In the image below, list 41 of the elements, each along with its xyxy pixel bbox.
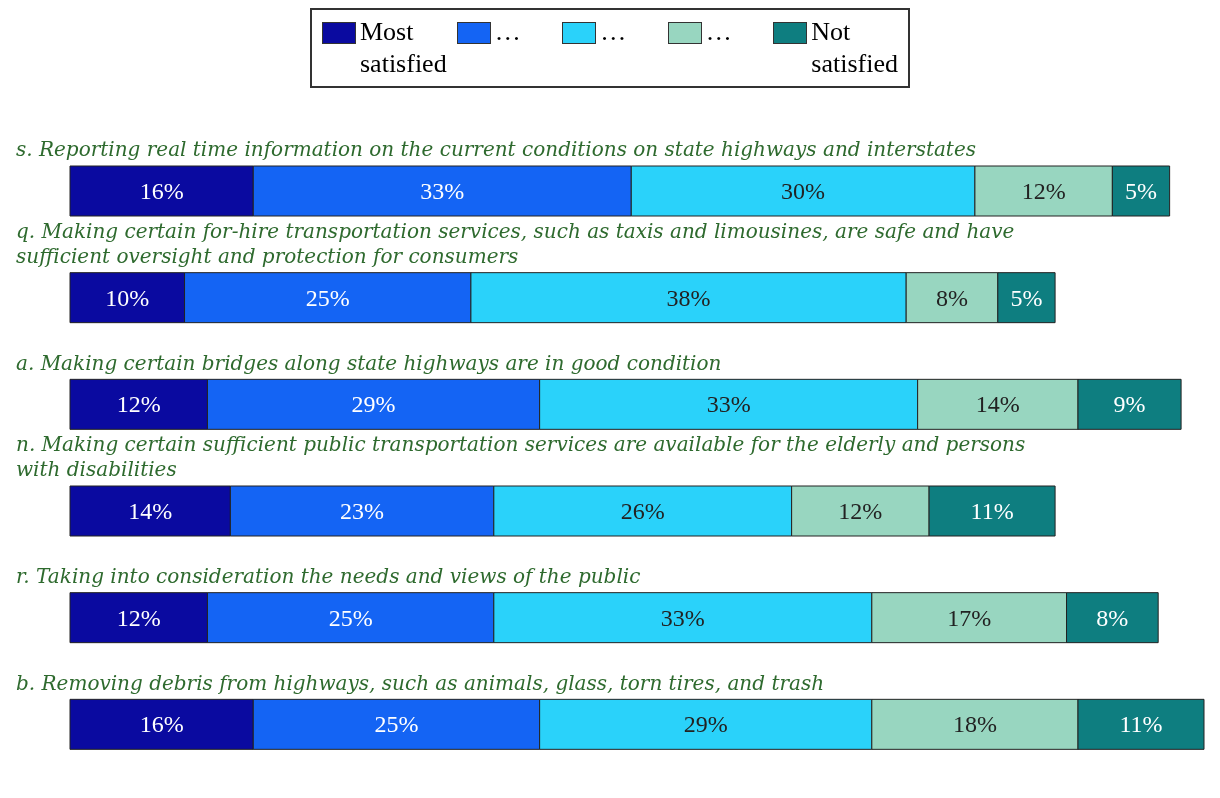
data-label: 11% [1119,711,1163,738]
legend-label: … [705,16,732,48]
y-tick-label: n. Making certain sufficient public transportation services are available for the elderly and persons with disabilities [16,432,1026,482]
data-label: 16% [139,178,184,204]
y-tick-label: s. Reporting real time information on the current conditions on state highways and interstates [16,137,976,162]
data-label: 11% [970,498,1014,524]
data-label: 17% [947,604,992,631]
data-label: 25% [328,604,373,631]
data-label: 5% [1125,178,1157,204]
data-label: 26% [620,498,665,524]
y-tick-label: b. Removing debris from highways, such as animals, glass, torn tires, and trash [16,670,825,695]
data-label: 30% [781,178,826,204]
data-label: 9% [1113,391,1146,418]
data-label: 14% [128,498,173,524]
legend-label: … [494,16,521,48]
data-label: 14% [975,391,1020,418]
data-label: 12% [116,391,161,418]
data-label: 8% [1096,604,1129,631]
data-label: 38% [666,284,711,311]
y-tick-label: r. Taking into consideration the needs and views of the public [16,564,641,588]
data-label: 16% [139,711,184,738]
data-label: 12% [838,498,883,524]
data-label: 33% [420,178,465,204]
data-label: 29% [351,391,396,418]
data-label: 25% [374,711,419,738]
data-label: 29% [683,711,728,738]
data-label: 18% [952,711,997,738]
y-tick-label: q. Making certain for-hire transportation services, such as taxis and limousines, are safe and have sufficient oversight and protection for consumers [16,219,1015,268]
data-label: 8% [936,284,968,311]
y-tick-label: a. Making certain bridges along state highways are in good condition [16,350,722,375]
legend-label: … [600,16,627,48]
data-label: 23% [340,498,385,524]
data-label: 5% [1010,284,1043,311]
data-label: 12% [1021,178,1066,204]
legend-label: Not satisfied [811,16,898,80]
legend-label: Most satisfied [360,16,447,80]
data-label: 33% [660,604,705,631]
data-label: 25% [305,284,350,311]
data-label: 10% [105,284,150,311]
data-label: 12% [116,604,161,631]
data-label: 33% [706,391,751,418]
